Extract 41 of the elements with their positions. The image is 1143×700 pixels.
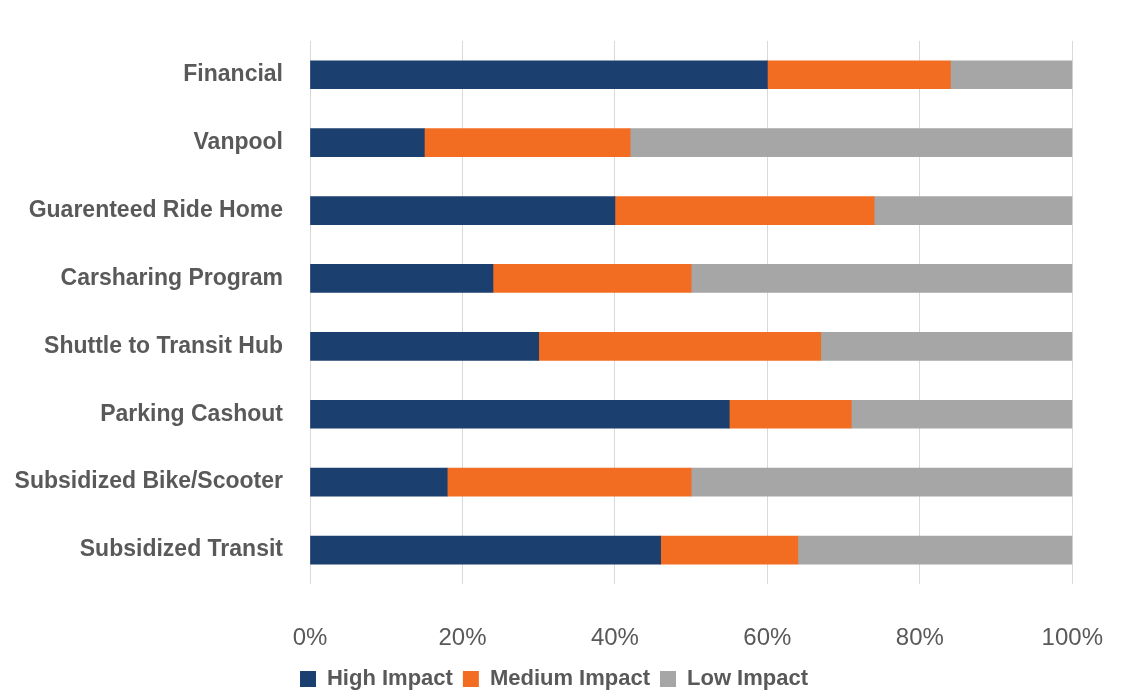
legend-label: Medium Impact	[489, 665, 651, 691]
y-tick-label: Financial	[183, 60, 283, 87]
x-tick-label: 80%	[895, 623, 944, 651]
y-tick-label: Shuttle to Transit Hub	[44, 331, 283, 358]
bar	[310, 467, 448, 497]
bar	[690, 467, 1073, 497]
bar	[850, 399, 1073, 429]
bar	[820, 332, 1073, 361]
bar	[767, 60, 951, 90]
y-tick-label: Guarenteed Ride Home	[28, 195, 283, 222]
y-tick-label: Vanpool	[193, 127, 283, 154]
legend-label: Low Impact	[687, 665, 809, 691]
bar	[492, 264, 692, 293]
bar	[310, 196, 616, 225]
y-tick-label: Subsidized Transit	[79, 535, 284, 562]
bar	[446, 467, 692, 497]
bar	[629, 128, 1073, 157]
bar	[310, 60, 768, 90]
bar	[728, 399, 852, 429]
y-tick-label: Subsidized Bike/Scooter	[14, 467, 284, 494]
x-tick-label: 0%	[292, 623, 328, 651]
y-tick-label: Carsharing Program	[60, 263, 283, 290]
bar	[310, 128, 425, 157]
bar	[310, 332, 540, 361]
bar	[614, 196, 875, 225]
bar	[310, 399, 730, 429]
x-tick-label: 60%	[743, 623, 792, 651]
bar	[310, 535, 661, 565]
bar	[873, 196, 1073, 225]
bar	[950, 60, 1073, 90]
x-tick-label: 40%	[590, 623, 639, 651]
bar	[660, 535, 799, 565]
bar	[424, 128, 631, 157]
y-tick-label: Parking Cashout	[100, 399, 284, 426]
bar	[538, 332, 822, 361]
bar	[310, 264, 494, 293]
x-tick-label: 100%	[1041, 623, 1103, 651]
legend-label: High Impact	[326, 665, 454, 691]
bar	[690, 264, 1073, 293]
x-tick-label: 20%	[438, 623, 487, 651]
bar	[797, 535, 1073, 565]
